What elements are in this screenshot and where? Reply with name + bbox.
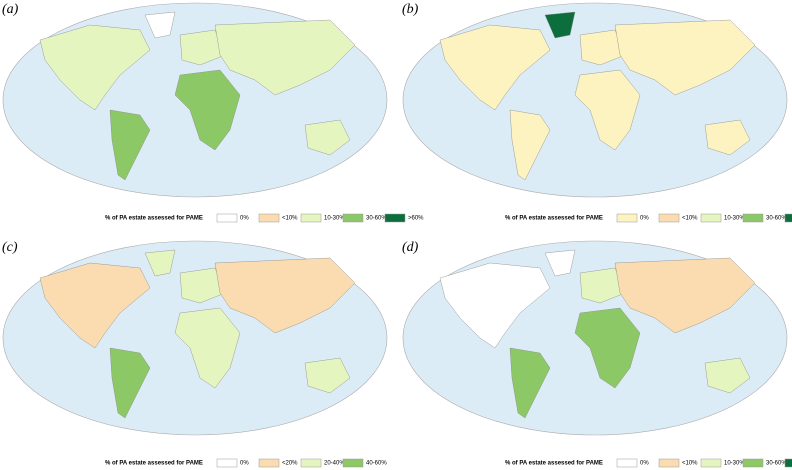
legend-swatch — [616, 213, 638, 223]
legend-title: % of PA estate assessed for PAME — [105, 461, 203, 467]
legend-swatch — [216, 458, 238, 468]
map-panel — [2, 2, 388, 198]
legend-label: <10% — [282, 216, 298, 222]
land — [574, 69, 641, 151]
land — [39, 262, 151, 349]
legend-swatch — [216, 213, 238, 223]
land — [304, 119, 351, 156]
legend-swatch — [784, 213, 792, 223]
legend-label: 40-60% — [366, 461, 387, 467]
land — [579, 29, 626, 66]
land — [509, 109, 551, 181]
land — [109, 109, 151, 181]
legend-label: <10% — [682, 461, 698, 467]
legend-label: 10-30% — [724, 461, 745, 467]
legend-label: <10% — [682, 216, 698, 222]
legend-swatch — [616, 458, 638, 468]
legend-swatch — [300, 458, 322, 468]
land — [109, 347, 151, 419]
legend-label: 0% — [640, 216, 649, 222]
legend-title: % of PA estate assessed for PAME — [505, 461, 603, 467]
legend-label: >60% — [408, 216, 424, 222]
map-panel — [2, 240, 388, 436]
land — [144, 249, 176, 277]
legend-label: 30-60% — [366, 216, 387, 222]
panel-label: (a) — [2, 2, 19, 17]
legend-label: 20-40% — [324, 461, 345, 467]
legend-swatch — [258, 458, 280, 468]
land — [304, 357, 351, 394]
legend-label: 0% — [240, 461, 249, 467]
land — [574, 307, 641, 389]
legend-title: % of PA estate assessed for PAME — [505, 216, 603, 222]
land — [179, 29, 226, 66]
legend-swatch — [342, 213, 364, 223]
map-panel — [402, 240, 788, 436]
legend-label: 10-30% — [724, 216, 745, 222]
panel-label: (b) — [402, 2, 419, 17]
land — [174, 69, 241, 151]
legend-swatch — [384, 213, 406, 223]
land — [174, 307, 241, 389]
legend-label: 0% — [240, 216, 249, 222]
land — [39, 24, 151, 111]
land — [509, 347, 551, 419]
panel-label: (c) — [2, 240, 18, 255]
land — [144, 11, 176, 39]
land — [179, 267, 226, 304]
legend-label: 30-60% — [766, 461, 787, 467]
map-panel — [402, 2, 788, 198]
legend-swatch — [258, 213, 280, 223]
legend-label: 0% — [640, 461, 649, 467]
land — [614, 257, 756, 334]
land — [544, 11, 576, 39]
legend-swatch — [742, 458, 764, 468]
land — [614, 19, 756, 96]
legend-swatch — [658, 458, 680, 468]
legend-label: 10-30% — [324, 216, 345, 222]
land — [214, 19, 356, 96]
land — [439, 24, 551, 111]
legend-swatch — [784, 458, 792, 468]
land — [704, 357, 751, 394]
legend-label: <20% — [282, 461, 298, 467]
legend-swatch — [742, 213, 764, 223]
land — [579, 267, 626, 304]
land — [544, 249, 576, 277]
legend-title: % of PA estate assessed for PAME — [105, 216, 203, 222]
land — [214, 257, 356, 334]
land — [439, 262, 551, 349]
legend-swatch — [342, 458, 364, 468]
legend-swatch — [300, 213, 322, 223]
panel-label: (d) — [402, 240, 419, 255]
legend-swatch — [658, 213, 680, 223]
legend-label: 30-60% — [766, 216, 787, 222]
legend-swatch — [700, 213, 722, 223]
legend-swatch — [700, 458, 722, 468]
land — [704, 119, 751, 156]
